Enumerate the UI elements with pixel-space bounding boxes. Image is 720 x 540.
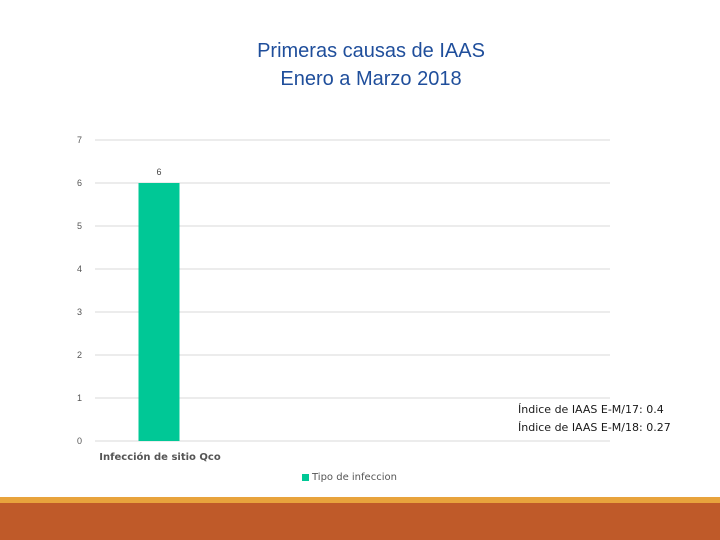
y-tick-label: 5 [77,221,82,231]
footer-accent-stripe [0,497,720,503]
iaas-index-2018: Índice de IAAS E-M/18: 0.27 [518,421,671,434]
chart-title-line2: Enero a Marzo 2018 [280,68,462,90]
y-tick-label: 1 [77,393,82,403]
footer-band [0,503,720,540]
y-tick-label: 3 [77,307,82,317]
x-category-label: Infección de sitio Qco [99,451,221,463]
y-tick-label: 0 [77,436,82,446]
iaas-index-2017: Índice de IAAS E-M/17: 0.4 [518,403,664,416]
data-label: 6 [156,167,161,177]
legend-swatch [302,474,309,481]
bar [138,183,180,441]
y-tick-label: 7 [77,135,82,145]
chart-legend: Tipo de infeccion [302,472,397,483]
y-tick-label: 6 [77,178,82,188]
y-tick-label: 2 [77,350,82,360]
chart-title-line1: Primeras causas de IAAS [257,40,485,62]
legend-label: Tipo de infeccion [312,472,397,483]
bar-chart: 0 1 2 3 4 5 6 7 6 Infección de sitio Qco [77,135,610,463]
y-tick-label: 4 [77,264,82,274]
